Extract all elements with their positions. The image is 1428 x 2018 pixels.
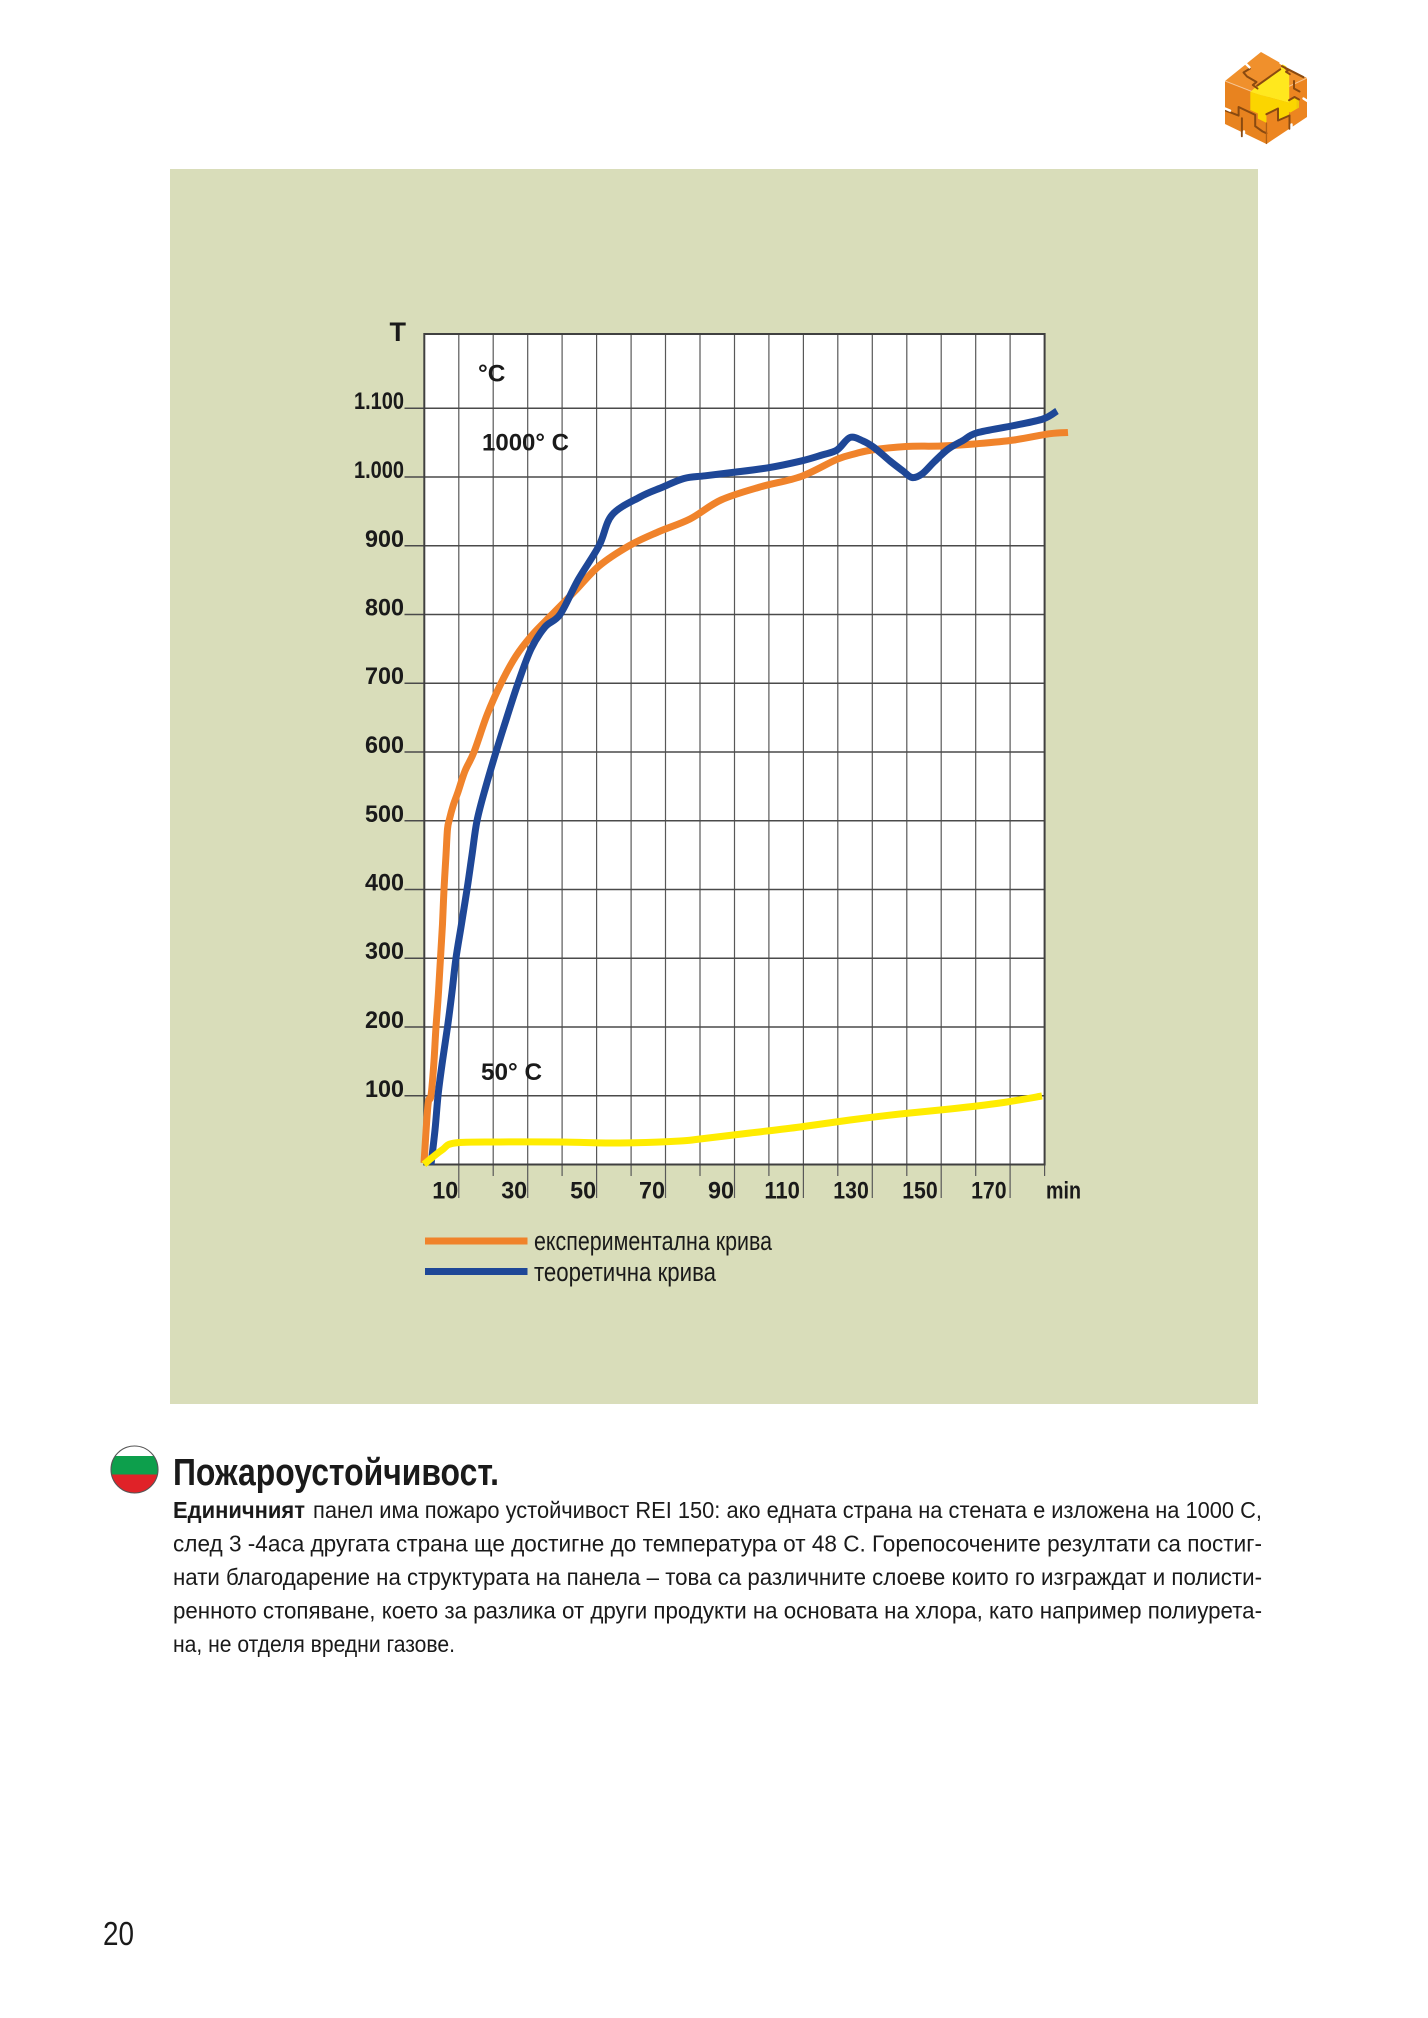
svg-text:90: 90 <box>708 1178 734 1205</box>
svg-text:70: 70 <box>639 1178 665 1205</box>
svg-text:800: 800 <box>365 595 404 622</box>
svg-text:Единичният: Единичният <box>173 1497 305 1523</box>
svg-text:130: 130 <box>833 1178 869 1205</box>
svg-text:10: 10 <box>432 1178 458 1205</box>
svg-text:1.100: 1.100 <box>354 388 404 415</box>
svg-text:100: 100 <box>365 1076 404 1103</box>
svg-text:нати благодарение на структура: нати благодарение на структурата на пане… <box>173 1564 1262 1590</box>
svg-text:теоретична крива: теоретична крива <box>534 1257 717 1287</box>
svg-text:Пожароустойчивост.: Пожароустойчивост. <box>173 1452 499 1494</box>
svg-text:300: 300 <box>365 938 404 965</box>
svg-text:900: 900 <box>365 526 404 553</box>
svg-text:200: 200 <box>365 1007 404 1034</box>
svg-text:500: 500 <box>365 801 404 828</box>
svg-text:°C: °C <box>478 360 505 387</box>
svg-text:на, не отделя вредни газове.: на, не отделя вредни газове. <box>173 1631 455 1657</box>
svg-text:400: 400 <box>365 870 404 897</box>
svg-text:ренното стопяване, което за ра: ренното стопяване, което за разлика от д… <box>173 1598 1262 1624</box>
svg-text:30: 30 <box>501 1178 527 1205</box>
svg-text:след 3 -4аса другата страна ще: след 3 -4аса другата страна ще достигне … <box>173 1531 1262 1557</box>
svg-text:1000° C: 1000° C <box>482 429 569 456</box>
svg-text:700: 700 <box>365 663 404 690</box>
svg-text:T: T <box>390 317 407 347</box>
svg-text:min: min <box>1046 1178 1081 1205</box>
svg-text:50° C: 50° C <box>481 1059 542 1086</box>
svg-text:600: 600 <box>365 732 404 759</box>
svg-text:50: 50 <box>570 1178 596 1205</box>
svg-text:панел има пожаро устойчивост R: панел има пожаро устойчивост REI 150: ак… <box>313 1497 1262 1523</box>
svg-text:170: 170 <box>971 1178 1007 1205</box>
svg-text:20: 20 <box>103 1915 134 1952</box>
svg-text:150: 150 <box>902 1178 938 1205</box>
svg-text:1.000: 1.000 <box>354 457 404 484</box>
svg-text:110: 110 <box>764 1178 800 1205</box>
svg-text:експериментална крива: експериментална крива <box>534 1226 773 1256</box>
